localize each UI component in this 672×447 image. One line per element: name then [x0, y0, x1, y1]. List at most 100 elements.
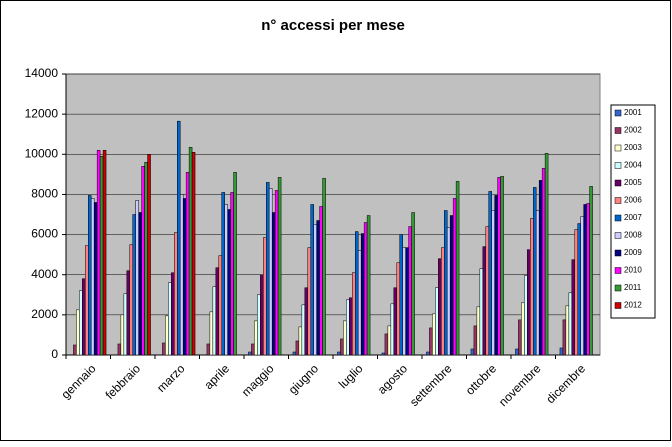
bar — [254, 320, 258, 356]
bar — [435, 287, 439, 356]
bar — [274, 190, 279, 356]
bar — [179, 194, 184, 356]
legend-swatch — [614, 249, 622, 257]
chart-title: n° accessi per mese — [261, 17, 405, 34]
bar — [408, 226, 412, 356]
y-tick-label: 6000 — [31, 227, 58, 241]
bar — [212, 286, 217, 356]
bar — [589, 186, 593, 356]
bar — [438, 258, 442, 356]
bar — [473, 325, 478, 356]
bar — [444, 210, 448, 356]
bar — [524, 275, 528, 356]
bar — [349, 297, 353, 356]
bar — [580, 216, 584, 356]
bar — [301, 304, 306, 356]
bar — [571, 259, 576, 356]
bar — [500, 176, 504, 356]
bar — [129, 244, 134, 356]
bar — [565, 305, 570, 356]
bar — [485, 226, 489, 356]
bar — [518, 319, 522, 356]
bar — [117, 343, 122, 356]
bar — [387, 325, 392, 356]
y-tick-label: 4000 — [31, 267, 58, 281]
legend-swatch — [614, 214, 622, 222]
y-tick-label: 10000 — [25, 146, 59, 160]
bar — [470, 348, 475, 356]
bar — [271, 212, 276, 356]
bar — [449, 215, 454, 356]
bar — [90, 198, 95, 356]
bar — [307, 247, 311, 356]
bar — [233, 172, 237, 356]
bar — [535, 210, 540, 356]
legend-swatch — [614, 267, 622, 274]
bar — [126, 270, 131, 356]
bar — [583, 204, 587, 356]
bar — [313, 224, 317, 356]
bar — [384, 333, 389, 356]
bar — [215, 267, 220, 356]
bar — [533, 187, 537, 356]
bar — [396, 262, 400, 356]
bar — [559, 347, 564, 356]
bar — [568, 292, 573, 356]
bar — [82, 278, 86, 356]
bar — [343, 320, 347, 356]
bar — [227, 209, 231, 356]
bar — [544, 153, 549, 356]
bar — [135, 200, 139, 356]
bar — [185, 172, 190, 356]
bar — [248, 351, 252, 356]
bar — [381, 352, 386, 356]
bar — [230, 192, 234, 356]
bar — [402, 247, 406, 356]
legend — [610, 104, 656, 319]
bar — [138, 212, 142, 356]
bar — [497, 177, 501, 356]
legend-swatch — [614, 232, 622, 239]
bar — [390, 303, 395, 356]
bar — [88, 195, 92, 356]
bar — [224, 204, 228, 356]
legend-swatch — [614, 144, 622, 152]
bar — [188, 147, 193, 356]
bar — [102, 150, 107, 356]
legend-swatch — [614, 127, 622, 134]
legend-label: 2004 — [624, 161, 642, 170]
legend-swatch — [614, 284, 622, 292]
bar — [538, 180, 543, 356]
bar — [482, 246, 487, 356]
bar — [586, 203, 590, 356]
bar — [393, 287, 398, 356]
bar — [268, 188, 273, 356]
legend-label: 2011 — [624, 283, 642, 292]
bar — [476, 306, 481, 356]
bar — [132, 214, 136, 356]
bar — [426, 351, 430, 356]
legend-label: 2003 — [624, 143, 642, 152]
bar — [494, 195, 498, 356]
legend-swatch — [614, 162, 622, 169]
bar — [171, 272, 175, 356]
bar — [479, 268, 484, 356]
bar — [177, 120, 181, 356]
legend-label: 2002 — [624, 126, 642, 135]
bar — [360, 233, 365, 356]
bar — [446, 227, 451, 356]
bar — [257, 294, 261, 356]
bar — [266, 182, 270, 356]
bar — [405, 247, 409, 356]
y-tick-label: 12000 — [25, 106, 59, 120]
bar — [541, 168, 546, 356]
y-tick-label: 14000 — [25, 66, 59, 80]
bar — [399, 234, 403, 356]
bar — [452, 198, 457, 356]
legend-label: 2010 — [624, 266, 642, 275]
bar — [174, 232, 178, 356]
plot-area — [65, 73, 601, 356]
bar — [93, 202, 98, 356]
bar — [515, 348, 519, 356]
